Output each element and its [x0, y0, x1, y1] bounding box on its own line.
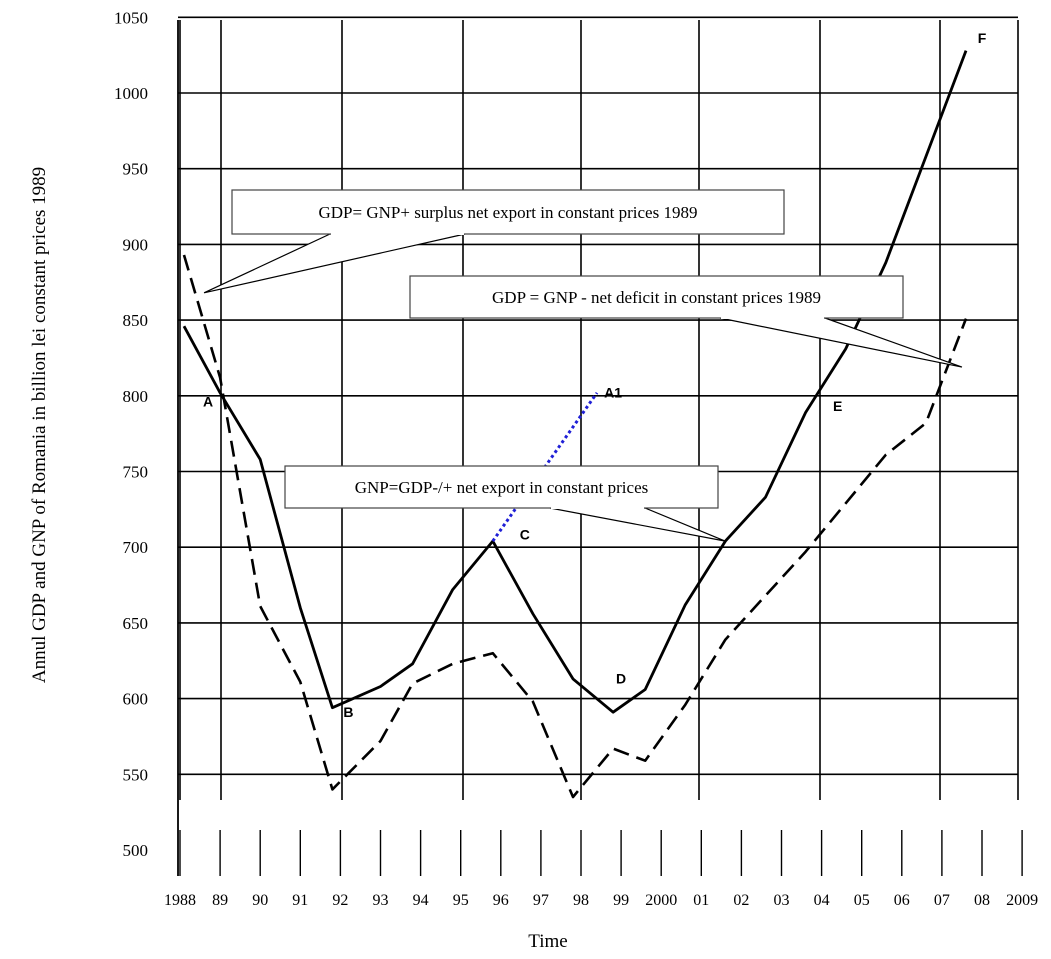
point-label: E: [833, 398, 842, 414]
y-tick-label: 500: [123, 841, 149, 860]
x-tick-label: 92: [332, 892, 348, 909]
x-tick-label: 94: [413, 892, 429, 909]
x-tick-label: 89: [212, 892, 228, 909]
point-label: C: [520, 527, 530, 543]
y-tick-label: 550: [123, 765, 149, 784]
series-line-dashed: [182, 254, 968, 799]
x-tick-label: 97: [533, 892, 549, 909]
y-tick-label: 850: [123, 311, 149, 330]
x-tick-label: 2009: [1006, 892, 1038, 909]
x-tick-label: 06: [894, 892, 910, 909]
callout-box: [409, 275, 904, 319]
x-tick-label: 99: [613, 892, 629, 909]
x-tick-label: 95: [453, 892, 469, 909]
x-tick-label: 04: [814, 892, 830, 909]
grid: [177, 16, 1023, 876]
point-label: D: [616, 670, 626, 686]
x-tick-label: 01: [693, 892, 709, 909]
x-tick-label: 02: [733, 892, 749, 909]
x-tick-label: 05: [854, 892, 870, 909]
y-tick-label: 1050: [114, 8, 148, 27]
y-tick-label: 650: [123, 614, 149, 633]
callout-box: [284, 465, 719, 509]
y-tick-label: 700: [123, 538, 149, 557]
y-axis-title: Annul GDP and GNP of Romania in billion …: [29, 167, 50, 683]
x-tick-label: 90: [252, 892, 268, 909]
y-tick-label: 600: [123, 690, 149, 709]
x-tick-label: 2000: [645, 892, 677, 909]
series-line-solid: [182, 50, 968, 714]
x-axis-title: Time: [528, 931, 567, 952]
x-tick-label: 03: [774, 892, 790, 909]
point-labels: A B C D E F A1: [203, 30, 987, 720]
x-tick-label: 07: [934, 892, 950, 909]
x-tick-label: 98: [573, 892, 589, 909]
y-axis-ticks: 500 550 600 650 700 750 800 850 900 950 1000 1050: [114, 8, 148, 860]
y-tick-label: 1000: [114, 84, 148, 103]
y-tick-label: 800: [123, 387, 149, 406]
series-lines: [182, 50, 968, 799]
y-tick-label: 900: [123, 235, 149, 254]
point-label: A: [203, 393, 213, 409]
callout-box: [231, 189, 785, 235]
x-tick-label: 96: [493, 892, 509, 909]
callout-pointer: [719, 317, 963, 368]
callout-text: GDP = GNP - net deficit in constant pric…: [492, 288, 821, 307]
point-label: F: [978, 30, 987, 46]
point-label: A1: [604, 384, 622, 400]
x-tick-label: 93: [373, 892, 389, 909]
y-tick-label: 750: [123, 463, 149, 482]
callout-text: GNP=GDP-/+ net export in constant prices: [355, 478, 649, 497]
callout-text: GDP= GNP+ surplus net export in constant…: [319, 203, 698, 222]
x-tick-label: 1988: [164, 892, 196, 909]
annotations: GDP= GNP+ surplus net export in constant…: [203, 189, 963, 542]
x-tick-label: 91: [292, 892, 308, 909]
point-label: B: [343, 704, 353, 720]
x-tick-label: 08: [974, 892, 990, 909]
y-tick-label: 950: [123, 160, 149, 179]
x-axis-ticks: 1988 89 90 91 92 93 94 95 96 97 98 99 2000 01 02 03 04 05…: [164, 892, 1038, 909]
